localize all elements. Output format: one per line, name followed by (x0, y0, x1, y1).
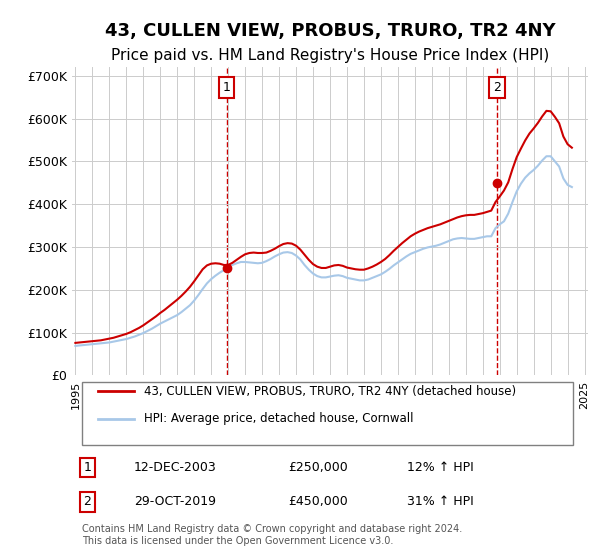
Text: HPI: Average price, detached house, Cornwall: HPI: Average price, detached house, Corn… (144, 412, 414, 425)
Text: Contains HM Land Registry data © Crown copyright and database right 2024.
This d: Contains HM Land Registry data © Crown c… (82, 524, 463, 546)
Text: 43, CULLEN VIEW, PROBUS, TRURO, TR2 4NY (detached house): 43, CULLEN VIEW, PROBUS, TRURO, TR2 4NY … (144, 385, 517, 398)
Text: 12-DEC-2003: 12-DEC-2003 (134, 461, 217, 474)
Text: 2: 2 (493, 81, 501, 94)
Text: 1: 1 (83, 461, 91, 474)
FancyBboxPatch shape (82, 382, 572, 445)
Text: Price paid vs. HM Land Registry's House Price Index (HPI): Price paid vs. HM Land Registry's House … (111, 48, 549, 63)
Text: 2: 2 (83, 496, 91, 508)
Text: £250,000: £250,000 (289, 461, 349, 474)
Text: £450,000: £450,000 (289, 496, 349, 508)
Text: 1: 1 (223, 81, 230, 94)
Text: 31% ↑ HPI: 31% ↑ HPI (407, 496, 474, 508)
Text: 43, CULLEN VIEW, PROBUS, TRURO, TR2 4NY: 43, CULLEN VIEW, PROBUS, TRURO, TR2 4NY (104, 22, 556, 40)
Text: 12% ↑ HPI: 12% ↑ HPI (407, 461, 474, 474)
Text: 29-OCT-2019: 29-OCT-2019 (134, 496, 216, 508)
